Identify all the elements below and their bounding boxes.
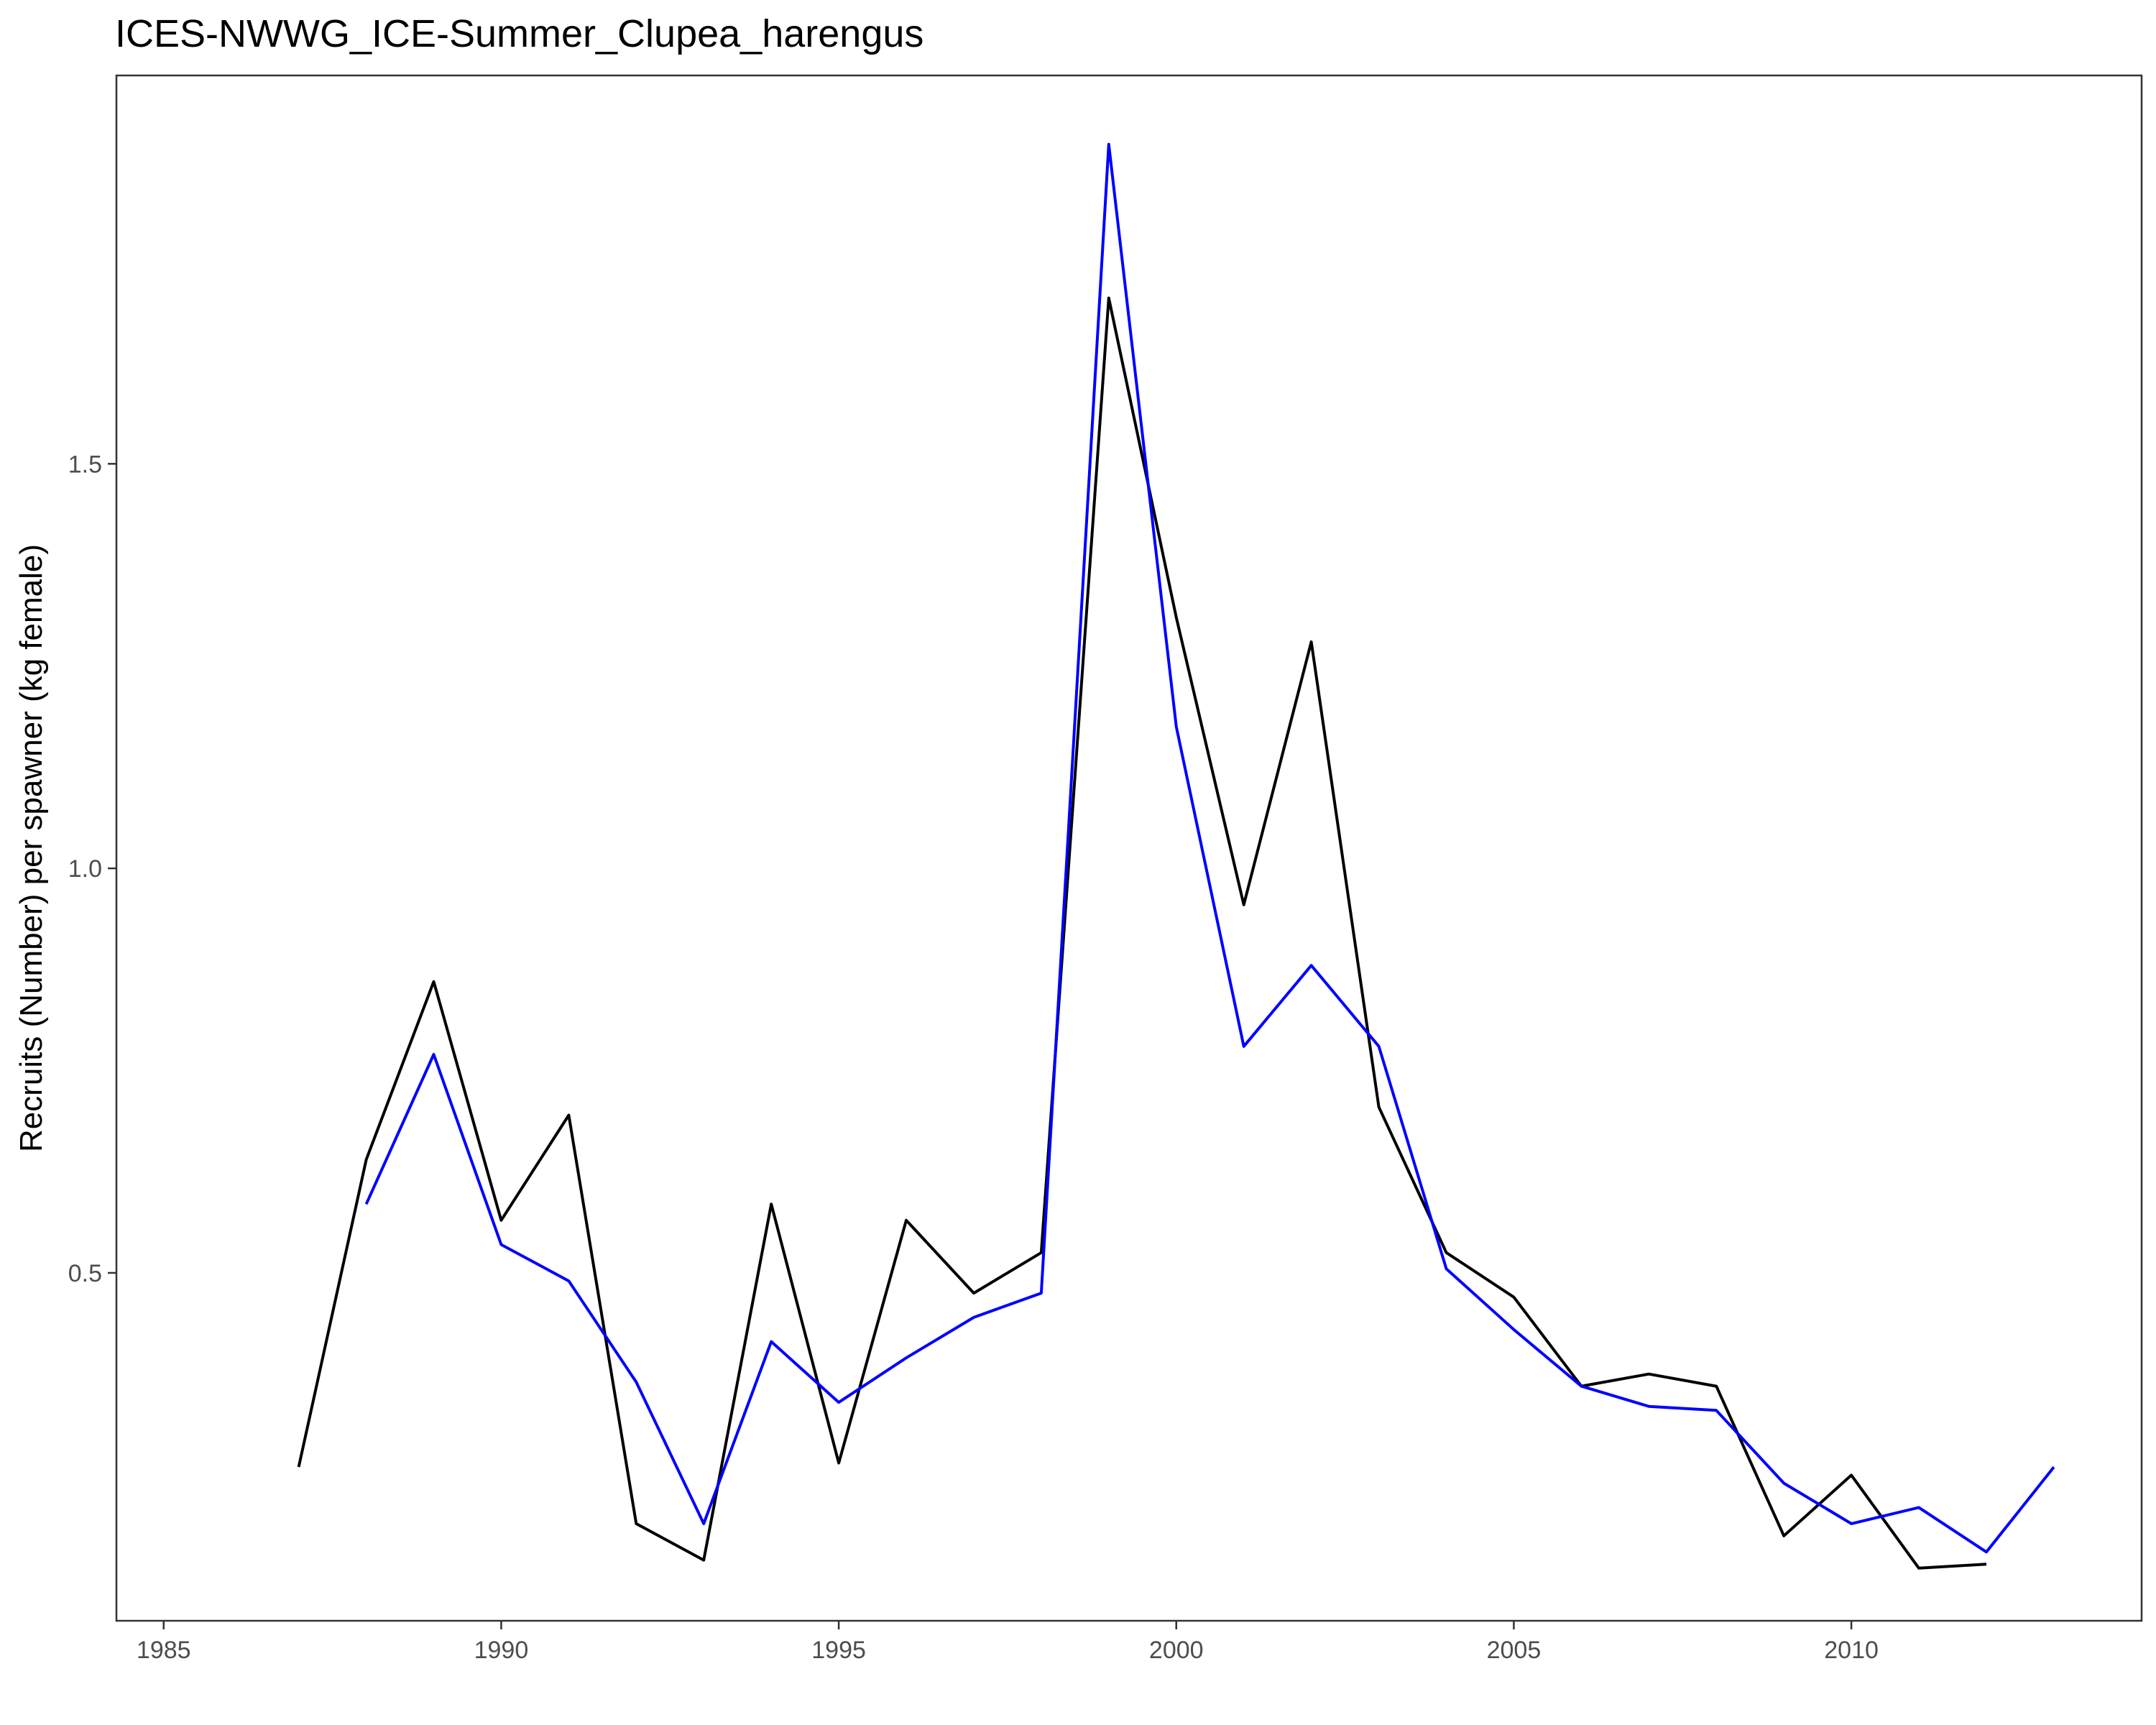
y-tick-label: 1.5 [68,451,102,478]
series-line-2 [364,142,2055,1554]
x-tick-label: 1985 [137,1637,191,1664]
x-tick-label: 1995 [811,1637,866,1664]
chart-title: ICES-NWWG_ICE-Summer_Clupea_harengus [115,12,923,55]
y-axis-ticks: 0.5 1.0 1.5 [68,451,116,1287]
x-tick-label: 1990 [474,1637,529,1664]
y-axis-label: Recruits (Number) per spawner (kg female… [14,544,49,1152]
x-axis-ticks: 1985 1990 1995 2000 2005 2010 [137,1621,1879,1664]
series-lines [297,142,2055,1570]
y-tick-label: 0.5 [68,1260,102,1287]
x-tick-label: 2010 [1824,1637,1879,1664]
x-tick-label: 2005 [1487,1637,1542,1664]
plot-panel [115,74,2143,1622]
x-tick-label: 2000 [1149,1637,1204,1664]
y-tick-label: 1.0 [68,855,102,883]
series-line-1 [297,296,1987,1570]
